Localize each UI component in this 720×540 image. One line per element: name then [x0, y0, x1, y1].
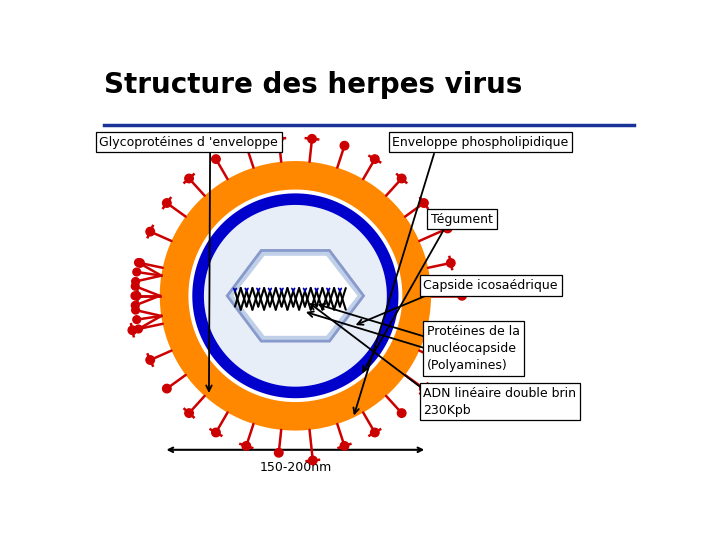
Circle shape	[397, 174, 406, 183]
Circle shape	[341, 141, 348, 150]
Circle shape	[446, 325, 455, 333]
Circle shape	[128, 326, 137, 334]
Circle shape	[274, 449, 283, 457]
Polygon shape	[192, 193, 398, 398]
Circle shape	[185, 174, 194, 183]
Text: Enveloppe phospholipidique: Enveloppe phospholipidique	[392, 136, 569, 148]
Circle shape	[135, 325, 143, 333]
Circle shape	[240, 134, 248, 143]
Circle shape	[420, 199, 428, 207]
Circle shape	[135, 259, 143, 266]
Text: 150-200nm: 150-200nm	[259, 461, 331, 474]
Circle shape	[132, 306, 140, 314]
Circle shape	[371, 155, 379, 163]
Circle shape	[458, 292, 467, 300]
Text: ADN linéaire double brin
230Kpb: ADN linéaire double brin 230Kpb	[423, 387, 576, 417]
Circle shape	[341, 442, 348, 450]
Text: Tégument: Tégument	[431, 213, 493, 226]
Circle shape	[212, 155, 220, 163]
Circle shape	[397, 409, 406, 417]
Circle shape	[146, 227, 155, 236]
Polygon shape	[160, 161, 431, 430]
Circle shape	[132, 292, 141, 300]
Circle shape	[436, 356, 445, 364]
Circle shape	[131, 292, 139, 300]
Text: Protéines de la
nucléocapside
(Polyamines): Protéines de la nucléocapside (Polyamine…	[427, 325, 520, 372]
Circle shape	[132, 278, 140, 285]
Circle shape	[420, 384, 428, 393]
Circle shape	[274, 134, 283, 143]
Circle shape	[133, 316, 140, 323]
Circle shape	[189, 190, 402, 402]
Text: Structure des herpes virus: Structure des herpes virus	[104, 71, 522, 99]
Circle shape	[160, 161, 431, 430]
Circle shape	[242, 442, 251, 450]
Polygon shape	[228, 251, 364, 341]
Text: Glycoprotéines d 'enveloppe: Glycoprotéines d 'enveloppe	[99, 136, 278, 148]
Text: Capside icosaédrique: Capside icosaédrique	[423, 279, 558, 292]
Circle shape	[307, 134, 316, 143]
Circle shape	[446, 259, 455, 267]
Circle shape	[163, 199, 171, 207]
Circle shape	[185, 409, 194, 417]
Circle shape	[131, 282, 139, 290]
Circle shape	[212, 428, 220, 437]
Circle shape	[135, 259, 144, 267]
Polygon shape	[233, 256, 357, 336]
Circle shape	[204, 205, 387, 387]
Circle shape	[133, 268, 140, 276]
Circle shape	[371, 428, 379, 437]
Circle shape	[444, 224, 452, 233]
Circle shape	[163, 384, 171, 393]
Circle shape	[146, 356, 155, 364]
Circle shape	[131, 301, 139, 309]
Circle shape	[309, 456, 317, 465]
